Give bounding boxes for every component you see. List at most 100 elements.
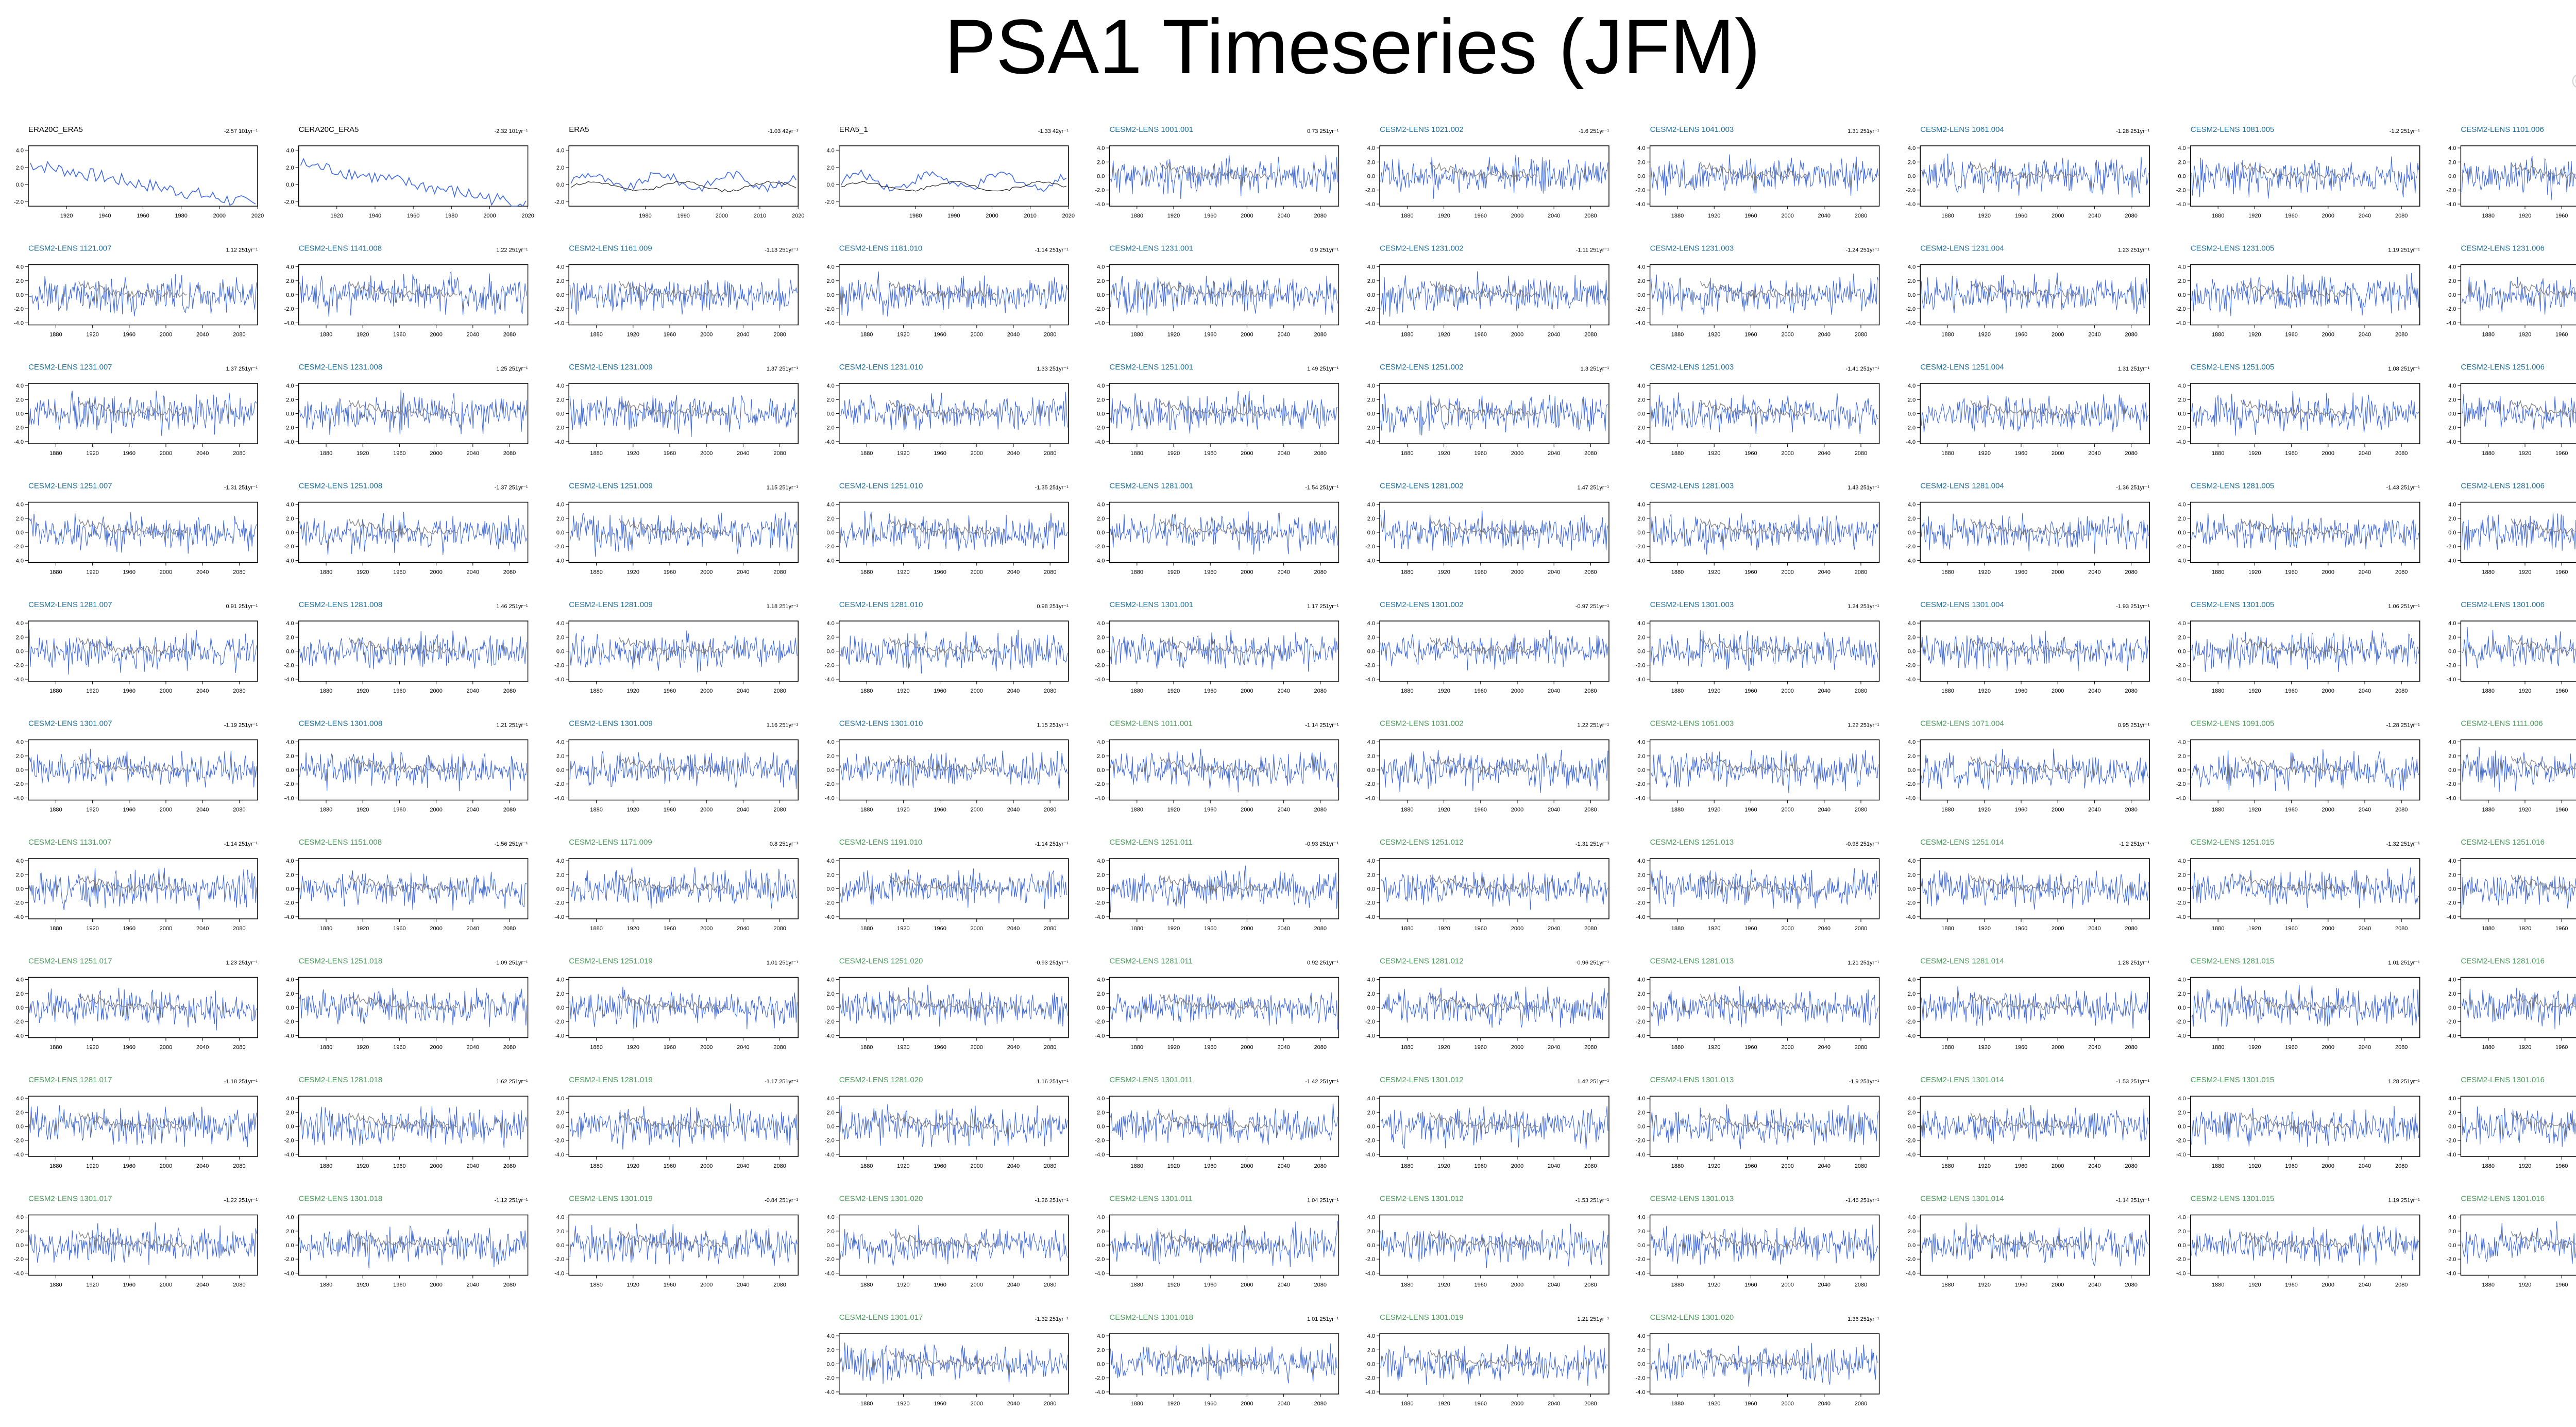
x-tick-label: 2040 bbox=[2359, 926, 2371, 932]
model-series-line bbox=[569, 630, 798, 673]
panel: CESM2-LENS 1301.011 -1.42 251yr⁻¹4.02.00.… bbox=[1095, 1076, 1340, 1169]
model-series-line bbox=[1921, 986, 2149, 1029]
y-tick-label: 0.0 bbox=[1637, 649, 1645, 655]
y-tick-label: -2.0 bbox=[825, 544, 835, 550]
panel: CESM2-LENS 1281.003 1.43 251yr⁻¹4.02.00.0… bbox=[1636, 482, 1880, 576]
x-tick-label: 1880 bbox=[860, 926, 873, 932]
x-tick-label: 2080 bbox=[1584, 213, 1597, 219]
y-tick-label: -2.0 bbox=[2176, 1138, 2186, 1144]
y-tick-label: 0.0 bbox=[827, 1124, 835, 1130]
x-tick-label: 2040 bbox=[1818, 688, 1831, 694]
y-tick-label: -4.0 bbox=[1906, 439, 1916, 445]
y-tick-label: -2.0 bbox=[284, 544, 294, 550]
panel-trend: -1.36 251yr⁻¹ bbox=[2116, 485, 2149, 491]
x-tick-label: 1960 bbox=[2285, 688, 2297, 694]
y-tick-label: -2.0 bbox=[14, 1019, 24, 1025]
y-tick-label: -2.0 bbox=[1095, 781, 1105, 787]
x-tick-label: 1960 bbox=[123, 688, 135, 694]
y-tick-label: -4.0 bbox=[825, 558, 835, 564]
obs-overlay-line bbox=[78, 637, 188, 654]
panel-trend: -0.93 251yr⁻¹ bbox=[1305, 841, 1338, 847]
panel-title: CESM2-LENS 1301.019 bbox=[569, 1195, 653, 1203]
y-tick-label: -4.0 bbox=[1636, 795, 1646, 801]
x-tick-label: 2080 bbox=[2125, 1282, 2137, 1288]
y-tick-label: -2.0 bbox=[1906, 188, 1916, 194]
plot-frame bbox=[1920, 501, 2150, 563]
y-tick-label: -4.0 bbox=[284, 1033, 294, 1039]
plot-frame bbox=[1109, 383, 1340, 444]
y-tick-label: 2.0 bbox=[1908, 1110, 1916, 1116]
x-tick-label: 2040 bbox=[2088, 450, 2100, 457]
x-tick-label: 2040 bbox=[1818, 1401, 1831, 1407]
model-series-line bbox=[840, 1342, 1068, 1384]
y-tick-label: 4.0 bbox=[827, 740, 835, 746]
y-tick-label: -2.0 bbox=[2176, 306, 2186, 312]
y-tick-label: -4.0 bbox=[554, 914, 564, 920]
y-tick-label: 4.0 bbox=[2448, 620, 2456, 627]
panel-title: CESM2-LENS 1251.015 bbox=[2191, 838, 2275, 847]
y-tick-label: -4.0 bbox=[284, 558, 294, 564]
x-tick-label: 1920 bbox=[897, 1282, 909, 1288]
x-tick-label: 1920 bbox=[1437, 926, 1450, 932]
y-tick-label: 2.0 bbox=[16, 991, 24, 997]
x-tick-label: 1960 bbox=[123, 332, 135, 338]
y-tick-label: -4.0 bbox=[1095, 1033, 1105, 1039]
panel-trend: 1.3 251yr⁻¹ bbox=[1581, 366, 1609, 372]
y-tick-label: 0.0 bbox=[2448, 767, 2456, 774]
y-tick-label: 0.0 bbox=[2178, 1005, 2186, 1011]
model-series-line bbox=[1110, 992, 1338, 1030]
y-tick-label: 4.0 bbox=[1908, 858, 1916, 864]
panel-trend: -0.93 251yr⁻¹ bbox=[1035, 960, 1069, 966]
y-tick-label: -4.0 bbox=[1365, 202, 1375, 208]
x-tick-label: 1880 bbox=[590, 926, 602, 932]
x-tick-label: 2000 bbox=[1241, 569, 1253, 576]
x-tick-label: 2080 bbox=[1314, 688, 1327, 694]
x-tick-label: 1880 bbox=[2482, 332, 2495, 338]
x-tick-label: 1980 bbox=[639, 213, 651, 219]
y-tick-label: 4.0 bbox=[286, 977, 294, 983]
x-tick-label: 2000 bbox=[2052, 569, 2064, 576]
model-series-line bbox=[1110, 276, 1338, 316]
x-tick-label: 1960 bbox=[1744, 213, 1757, 219]
panel-trend: -0.97 251yr⁻¹ bbox=[1575, 603, 1609, 610]
y-tick-label: 2.0 bbox=[1097, 991, 1105, 997]
y-tick-label: -2.0 bbox=[284, 1019, 294, 1025]
y-tick-label: 4.0 bbox=[1097, 145, 1105, 152]
y-tick-label: -4.0 bbox=[284, 914, 294, 920]
panel-title: CESM2-LENS 1111.006 bbox=[2461, 719, 2543, 728]
x-tick-label: 2040 bbox=[2088, 332, 2100, 338]
x-tick-label: 2000 bbox=[2322, 926, 2334, 932]
x-tick-label: 2000 bbox=[1781, 1045, 1793, 1051]
x-tick-label: 1920 bbox=[897, 807, 909, 813]
x-tick-label: 2040 bbox=[737, 332, 749, 338]
obs-overlay-line bbox=[1159, 1112, 1268, 1130]
obs-overlay-line bbox=[1700, 1112, 1809, 1130]
plot-frame bbox=[2190, 858, 2420, 919]
y-tick-label: 4.0 bbox=[1637, 858, 1645, 864]
model-series-line bbox=[29, 274, 257, 316]
panel: CESM2-LENS 1051.003 1.22 251yr⁻¹4.02.00.0… bbox=[1636, 719, 1880, 813]
y-tick-label: 2.0 bbox=[286, 872, 294, 878]
x-tick-label: 2000 bbox=[971, 926, 983, 932]
x-tick-label: 1940 bbox=[98, 213, 111, 219]
obs-overlay-line bbox=[619, 637, 728, 654]
x-tick-label: 2000 bbox=[430, 332, 442, 338]
x-tick-label: 2040 bbox=[1548, 1163, 1560, 1169]
panel-trend: 1.15 251yr⁻¹ bbox=[767, 485, 799, 491]
y-tick-label: 2.0 bbox=[827, 397, 835, 403]
model-series-line bbox=[1651, 154, 1879, 196]
obs-overlay-line bbox=[889, 1350, 998, 1367]
model-series-line bbox=[299, 512, 528, 555]
y-tick-label: 4.0 bbox=[1908, 740, 1916, 746]
y-tick-label: 0.0 bbox=[1637, 1124, 1645, 1130]
x-tick-label: 2000 bbox=[2322, 213, 2334, 219]
x-tick-label: 2080 bbox=[1584, 1163, 1597, 1169]
y-tick-label: 2.0 bbox=[286, 753, 294, 760]
panel-title: CESM2-LENS 1081.005 bbox=[2191, 125, 2275, 134]
x-tick-label: 1880 bbox=[590, 450, 602, 457]
obs-overlay-line bbox=[619, 756, 728, 773]
model-series-line bbox=[1110, 749, 1338, 793]
y-tick-label: -4.0 bbox=[554, 1033, 564, 1039]
panel-trend: 0.73 251yr⁻¹ bbox=[1307, 128, 1339, 135]
x-tick-label: 1880 bbox=[1671, 688, 1684, 694]
